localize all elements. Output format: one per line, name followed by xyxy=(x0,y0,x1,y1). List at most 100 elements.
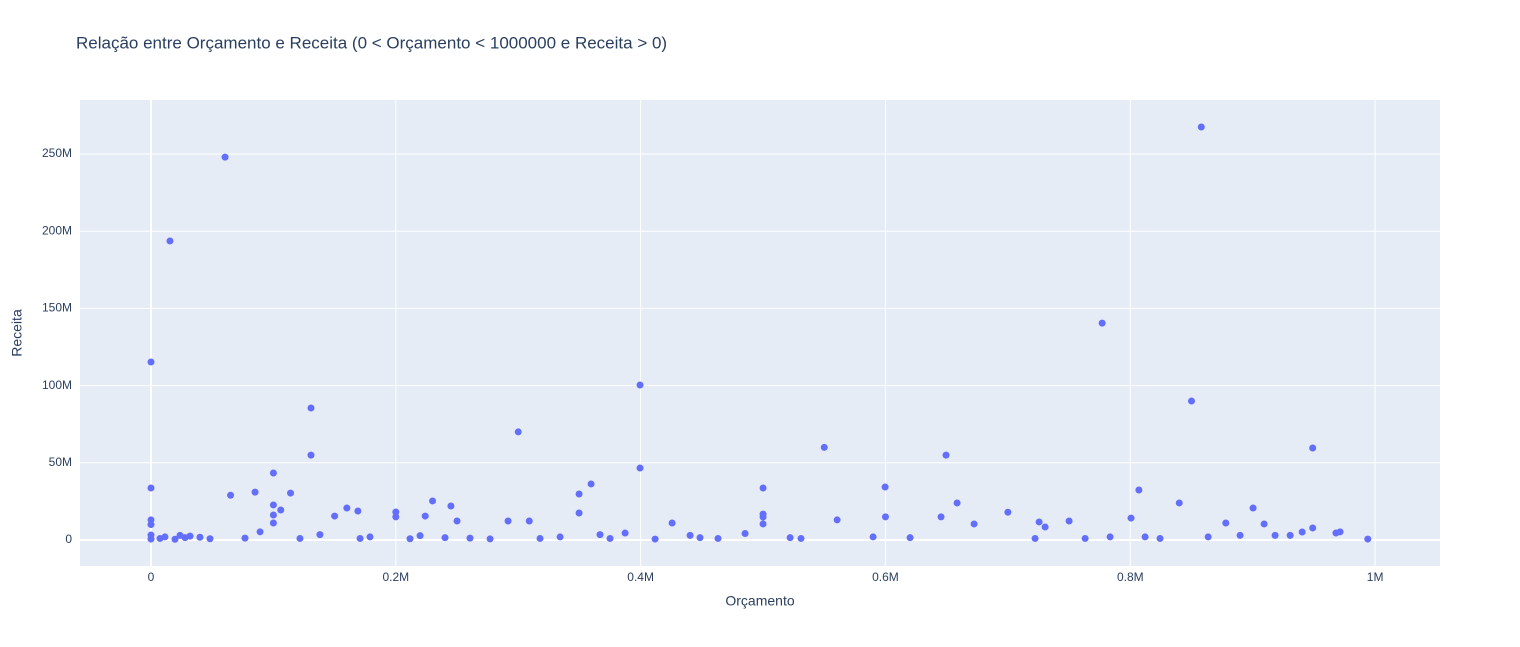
point xyxy=(307,451,315,459)
point xyxy=(1249,504,1257,512)
point xyxy=(486,535,494,543)
x-tick-label: 0.4M xyxy=(627,570,654,584)
point xyxy=(147,484,155,492)
point xyxy=(869,533,877,541)
point xyxy=(392,508,400,516)
point xyxy=(587,480,595,488)
point xyxy=(536,534,544,542)
point xyxy=(277,506,285,514)
y-tick-label: 200M xyxy=(42,223,72,237)
y-tick-label: 100M xyxy=(42,378,72,392)
point xyxy=(651,535,659,543)
point xyxy=(161,533,169,541)
point xyxy=(759,520,767,528)
point xyxy=(525,517,533,525)
point xyxy=(206,535,214,543)
point xyxy=(514,428,522,436)
point xyxy=(1031,534,1039,542)
point xyxy=(354,507,362,515)
point xyxy=(1309,444,1317,452)
point xyxy=(1222,519,1230,527)
point xyxy=(621,529,629,537)
point xyxy=(287,489,295,497)
point xyxy=(196,533,204,541)
point xyxy=(453,517,461,525)
point xyxy=(429,497,437,505)
point xyxy=(1336,528,1344,536)
point xyxy=(696,534,704,542)
point xyxy=(970,520,978,528)
point xyxy=(953,499,961,507)
point xyxy=(356,534,364,542)
point xyxy=(937,513,945,521)
chart-title: Relação entre Orçamento e Receita (0 < O… xyxy=(76,33,667,52)
point xyxy=(331,512,339,520)
point xyxy=(307,404,315,412)
point xyxy=(366,533,374,541)
x-tick-label: 0.2M xyxy=(382,570,409,584)
point xyxy=(241,534,249,542)
point xyxy=(256,528,264,536)
x-tick-label: 0.8M xyxy=(1117,570,1144,584)
point xyxy=(227,491,235,499)
point xyxy=(147,358,155,366)
point xyxy=(221,153,229,161)
point xyxy=(343,504,351,512)
y-tick-label: 250M xyxy=(42,146,72,160)
point xyxy=(1286,531,1294,539)
point xyxy=(686,531,694,539)
point xyxy=(1135,486,1143,494)
point xyxy=(186,532,194,540)
point xyxy=(441,534,449,542)
point xyxy=(1364,535,1372,543)
y-tick-label: 0 xyxy=(65,532,72,546)
point xyxy=(269,519,277,527)
point xyxy=(269,501,277,509)
point xyxy=(269,469,277,477)
point xyxy=(797,534,805,542)
point xyxy=(316,531,324,539)
point xyxy=(421,512,429,520)
point xyxy=(668,519,676,527)
point xyxy=(1197,123,1205,131)
point xyxy=(575,509,583,517)
point xyxy=(759,484,767,492)
point xyxy=(881,513,889,521)
point xyxy=(714,534,722,542)
y-axis-label: Receita xyxy=(9,309,25,357)
point xyxy=(1106,533,1114,541)
point xyxy=(1188,397,1196,405)
point xyxy=(556,533,564,541)
point xyxy=(466,534,474,542)
point xyxy=(636,381,644,389)
point xyxy=(1127,514,1135,522)
point xyxy=(1081,534,1089,542)
point xyxy=(906,534,914,542)
point xyxy=(1098,319,1106,327)
point xyxy=(759,513,767,521)
x-tick-label: 0.6M xyxy=(872,570,899,584)
point xyxy=(1309,524,1317,532)
point xyxy=(1065,517,1073,525)
point xyxy=(575,490,583,498)
point xyxy=(1004,508,1012,516)
point xyxy=(1298,528,1306,536)
point xyxy=(1035,518,1043,526)
point xyxy=(447,502,455,510)
plot-area xyxy=(80,100,1440,566)
point xyxy=(1260,520,1268,528)
point xyxy=(392,513,400,521)
point xyxy=(741,530,749,538)
point xyxy=(833,516,841,524)
y-tick-label: 150M xyxy=(42,301,72,315)
x-tick-label: 1M xyxy=(1367,570,1384,584)
point xyxy=(147,521,155,529)
point xyxy=(171,535,179,543)
point xyxy=(269,511,277,519)
point xyxy=(1141,533,1149,541)
point xyxy=(1271,531,1279,539)
point xyxy=(606,534,614,542)
point xyxy=(166,237,174,245)
